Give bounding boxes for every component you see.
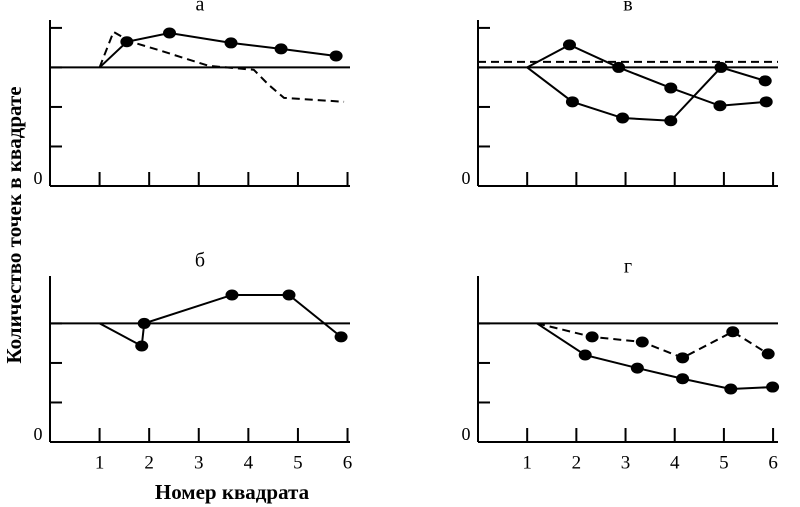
y-tick-label: 0 [34,168,43,188]
x-tick-label: 2 [144,452,154,473]
point [714,61,728,73]
point [766,381,780,393]
point [616,112,630,124]
series-line [536,322,769,359]
x-tick-label: 1 [95,452,105,473]
point [612,61,626,73]
x-tick-label: 5 [719,452,729,473]
point [329,50,343,62]
point [664,82,678,94]
x-tick-label: 6 [768,452,778,473]
panel-title: в [623,0,632,16]
x-tick-label: 3 [194,452,204,473]
series-line [98,32,337,69]
x-tick-label: 1 [522,452,532,473]
panel-title: б [195,250,205,272]
series-line [98,30,345,103]
y-tick-label: 0 [462,168,471,188]
point [562,39,576,51]
series-line [526,43,767,107]
point [758,75,772,87]
point [761,348,775,360]
point [676,373,690,385]
point [630,362,644,374]
x-tick-label: 6 [343,452,353,473]
series-line [99,293,342,348]
panel-title: г [624,256,632,278]
point [713,100,727,112]
x-tick-label: 5 [293,452,303,473]
point [585,331,599,343]
x-axis-label: Номер квадрата [155,480,310,504]
point [635,336,649,348]
point [163,27,177,39]
point [135,340,149,352]
point [334,331,348,343]
point [759,96,773,108]
point [282,289,296,301]
point [724,383,738,395]
x-tick-label: 4 [244,452,254,473]
x-tick-label: 3 [621,452,631,473]
series-line [526,66,766,122]
series-line [536,322,773,391]
point [726,326,740,338]
y-tick-label: 0 [34,424,43,444]
point [578,349,592,361]
point [676,352,690,364]
point [274,43,288,55]
point [565,96,579,108]
point [224,37,238,49]
point [120,36,134,48]
point [225,289,239,301]
point [664,115,678,127]
x-tick-label: 4 [670,452,680,473]
y-axis-label: Количество точек в квадрате [2,86,26,363]
point [137,317,151,329]
y-tick-label: 0 [462,424,471,444]
panel-title: а [196,0,205,16]
x-tick-label: 2 [572,452,582,473]
